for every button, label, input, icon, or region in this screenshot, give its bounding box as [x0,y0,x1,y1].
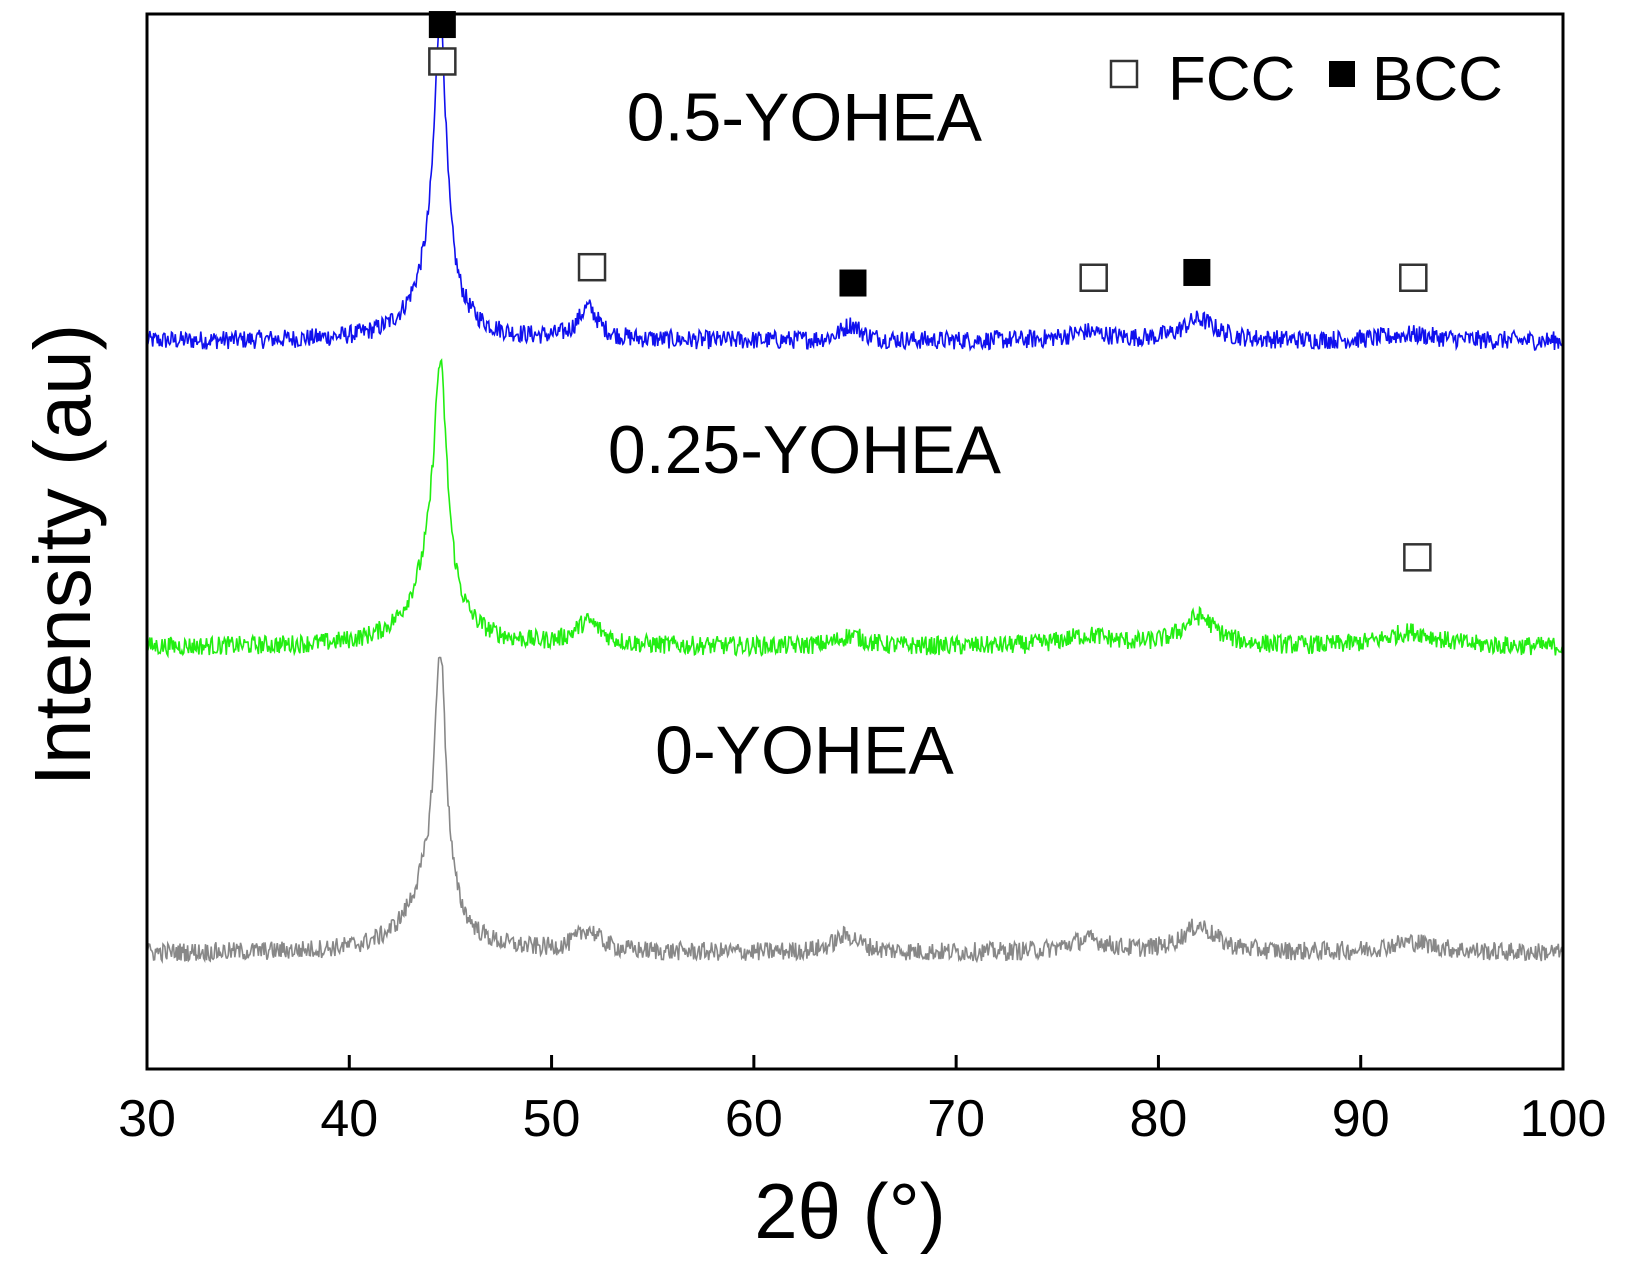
legend-fcc-marker [1109,59,1139,89]
x-tick-label-70: 70 [927,1090,985,1148]
phase-marker-fcc-1 [428,47,457,76]
y-axis-title: Intensity (au) [18,324,107,786]
legend-fcc-label: FCC [1168,45,1295,114]
tick-layer: 30 40 50 60 70 80 90 100 [118,1055,1606,1148]
series-label-0.5-yohea: 0.5-YOHEA [627,80,983,156]
legend-bcc-label: BCC [1372,45,1503,114]
phase-marker-fcc-6 [1399,263,1428,292]
x-tick-label-40: 40 [320,1090,378,1148]
series-line-0.5-yohea [146,14,1564,352]
phase-marker-fcc-7 [1403,543,1432,572]
series-label-0-yohea: 0-YOHEA [655,713,954,789]
legend-bcc-marker [1329,61,1355,87]
series-layer [146,14,1564,965]
phase-marker-bcc-3 [839,269,867,297]
plot-frame [145,12,1565,1071]
x-tick-label-50: 50 [523,1090,581,1148]
phase-marker-bcc-5 [1183,258,1211,286]
label-layer: 0.5-YOHEA 0.25-YOHEA 0-YOHEA [608,80,1002,789]
x-tick-label-60: 60 [725,1090,783,1148]
legend: FCC BCC [1109,45,1503,114]
x-tick-label-90: 90 [1332,1090,1390,1148]
phase-marker-fcc-2 [577,252,607,282]
series-line-0.25-yohea [146,358,1564,659]
x-tick-label-100: 100 [1520,1090,1607,1148]
marker-layer [428,11,1432,572]
series-line-0-yohea [146,656,1564,965]
series-label-0.25-yohea: 0.25-YOHEA [608,412,1002,488]
phase-marker-fcc-4 [1079,263,1108,292]
x-axis-title: 2θ (°) [754,1167,946,1255]
x-tick-label-30: 30 [118,1090,176,1148]
x-tick-label-80: 80 [1130,1090,1188,1148]
phase-marker-bcc-0 [428,11,456,39]
